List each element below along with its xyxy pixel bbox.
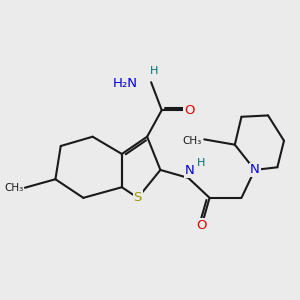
- Text: CH₃: CH₃: [4, 183, 23, 193]
- Text: O: O: [184, 103, 195, 117]
- Text: N: N: [250, 164, 260, 176]
- Text: H₂N: H₂N: [112, 77, 137, 90]
- Text: H: H: [150, 66, 158, 76]
- Text: O: O: [196, 219, 207, 232]
- Text: N: N: [185, 164, 194, 177]
- Text: S: S: [134, 191, 142, 204]
- Text: H: H: [197, 158, 205, 168]
- Text: CH₃: CH₃: [182, 136, 202, 146]
